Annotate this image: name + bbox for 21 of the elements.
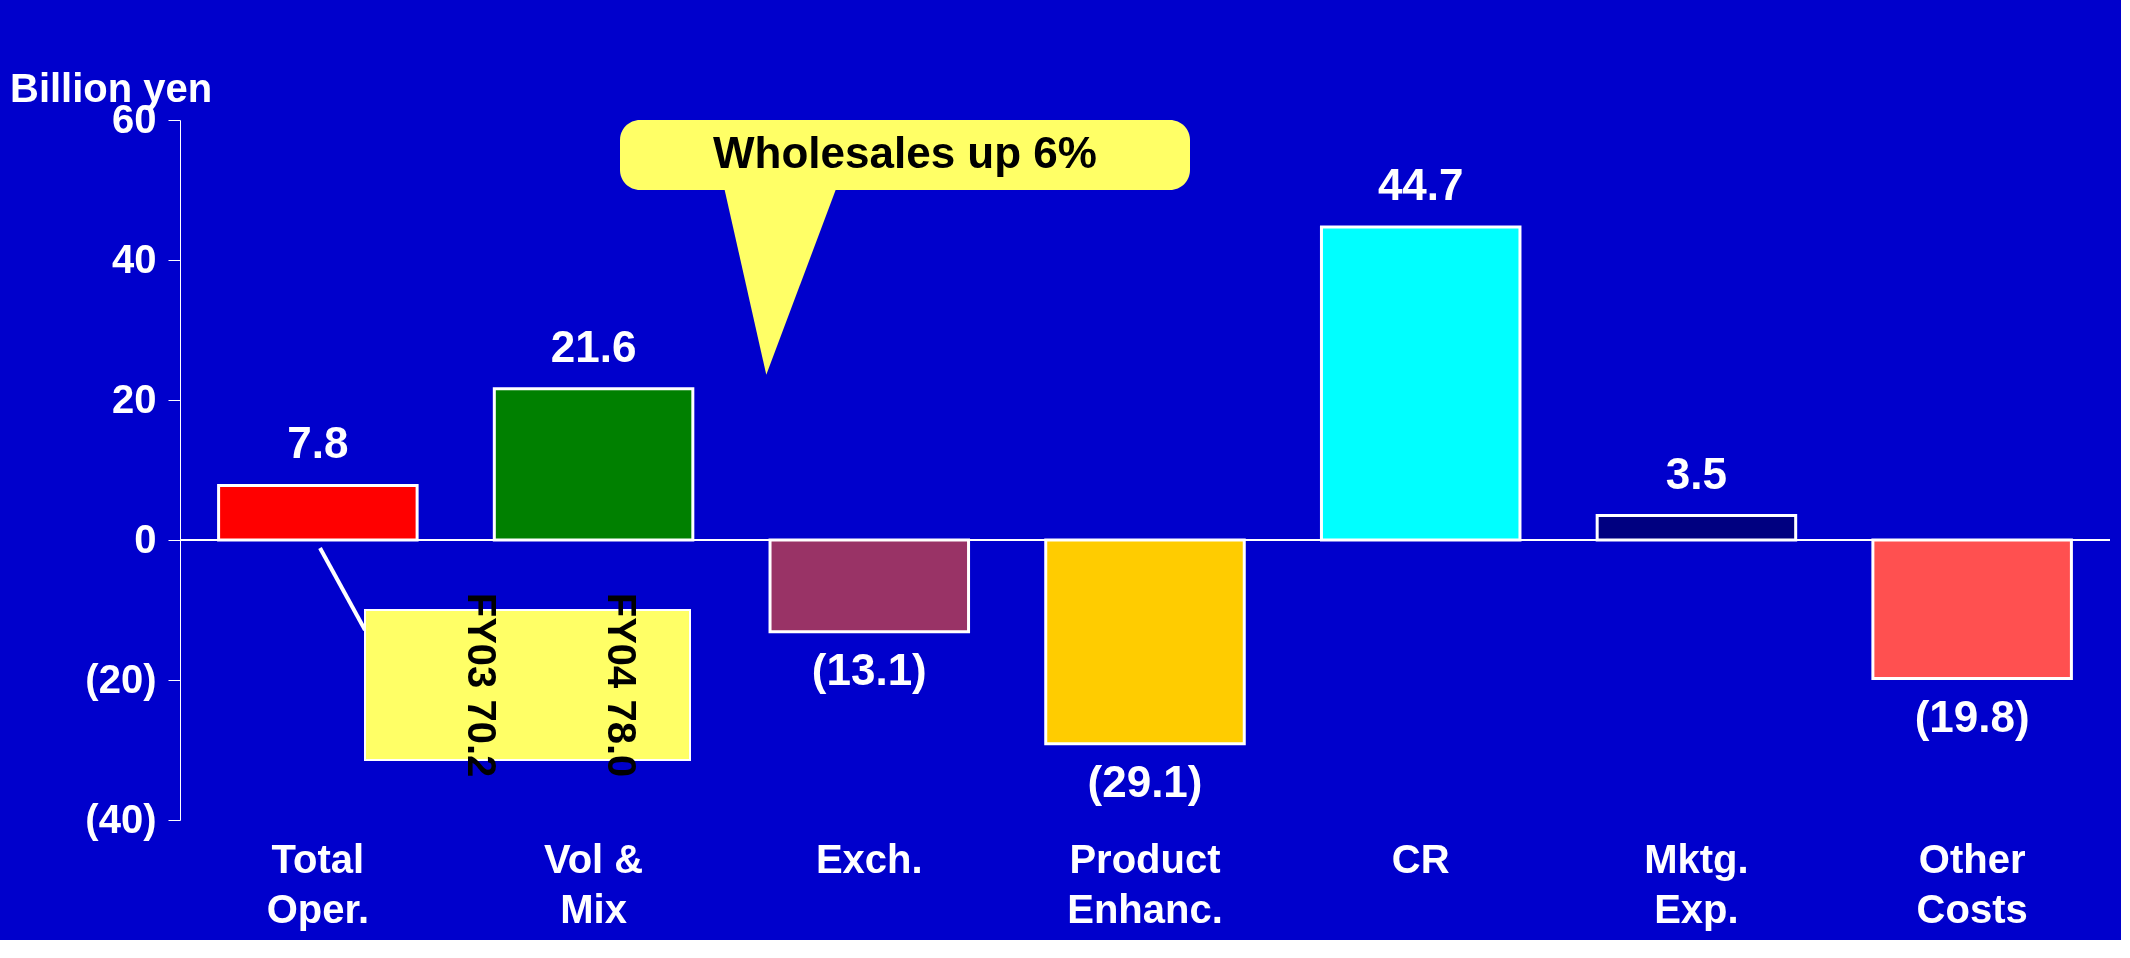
x-tick-label: Other Costs (1916, 836, 2028, 931)
data-label: 21.6 (550, 321, 637, 371)
x-tick-label: CR (1391, 836, 1450, 881)
annotation: FY03 70.2 (460, 592, 504, 778)
data-label: (29.1) (1087, 756, 1203, 806)
x-tick-label: Mktg. Exp. (1644, 836, 1749, 931)
data-label: 3.5 (1665, 448, 1728, 498)
y-tick-label: 40 (112, 236, 157, 281)
data-label: 44.7 (1377, 160, 1464, 210)
y-tick-label: (20) (85, 656, 157, 701)
y-tick-label: 0 (134, 516, 157, 561)
data-label: 7.8 (287, 418, 349, 468)
x-tick-label: Vol & Mix (543, 836, 644, 931)
y-tick-label: 20 (112, 376, 157, 421)
annotation: FY04 78.0 (600, 592, 644, 778)
data-label: (13.1) (811, 644, 927, 694)
x-tick-label: Total Oper. (266, 836, 369, 931)
y-tick-label: (40) (85, 796, 157, 841)
data-label: (19.8) (1914, 691, 2030, 741)
x-tick-label: Product Enhanc. (1067, 836, 1223, 931)
x-tick-label: Exch. (815, 836, 923, 881)
